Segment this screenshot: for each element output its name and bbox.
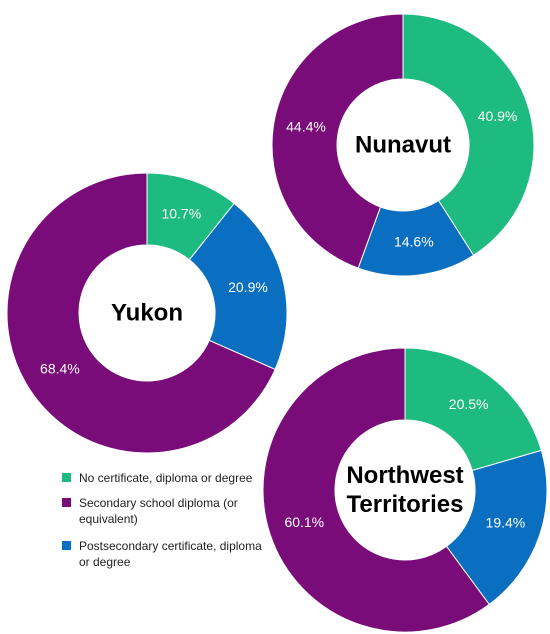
value-label: 19.4% xyxy=(486,515,526,531)
donut-segment xyxy=(188,202,288,371)
center-title: Nunavut xyxy=(355,131,451,159)
center-title: Northwest Territories xyxy=(346,462,464,518)
donut-segment xyxy=(271,13,404,269)
legend-label: Secondary school diploma (or equivalent) xyxy=(79,496,238,526)
donut-segment xyxy=(262,347,490,633)
value-label: 68.4% xyxy=(40,361,80,377)
value-label: 10.7% xyxy=(161,206,201,222)
legend-label: Postsecondary certificate, diploma or de… xyxy=(79,539,262,569)
legend-label: No certificate, diploma or degree xyxy=(79,471,253,485)
value-label: 14.6% xyxy=(394,234,434,250)
legend-item: No certificate, diploma or degree xyxy=(62,470,262,486)
donut-segment xyxy=(445,449,548,606)
value-label: 60.1% xyxy=(284,514,324,530)
donut-segment xyxy=(6,172,276,454)
value-label: 40.9% xyxy=(478,108,518,124)
legend-swatch xyxy=(62,498,71,507)
legend-item: Secondary school diploma (or equivalent) xyxy=(62,495,262,527)
value-label: 44.4% xyxy=(286,119,326,135)
donut-segment xyxy=(402,13,535,257)
donut-segment xyxy=(404,347,542,472)
legend-item: Postsecondary certificate, diploma or de… xyxy=(62,538,262,570)
value-label: 20.5% xyxy=(449,396,489,412)
legend-swatch xyxy=(62,473,71,482)
legend-swatch xyxy=(62,541,71,550)
center-title: Yukon xyxy=(110,299,183,327)
value-label: 20.9% xyxy=(228,279,268,295)
